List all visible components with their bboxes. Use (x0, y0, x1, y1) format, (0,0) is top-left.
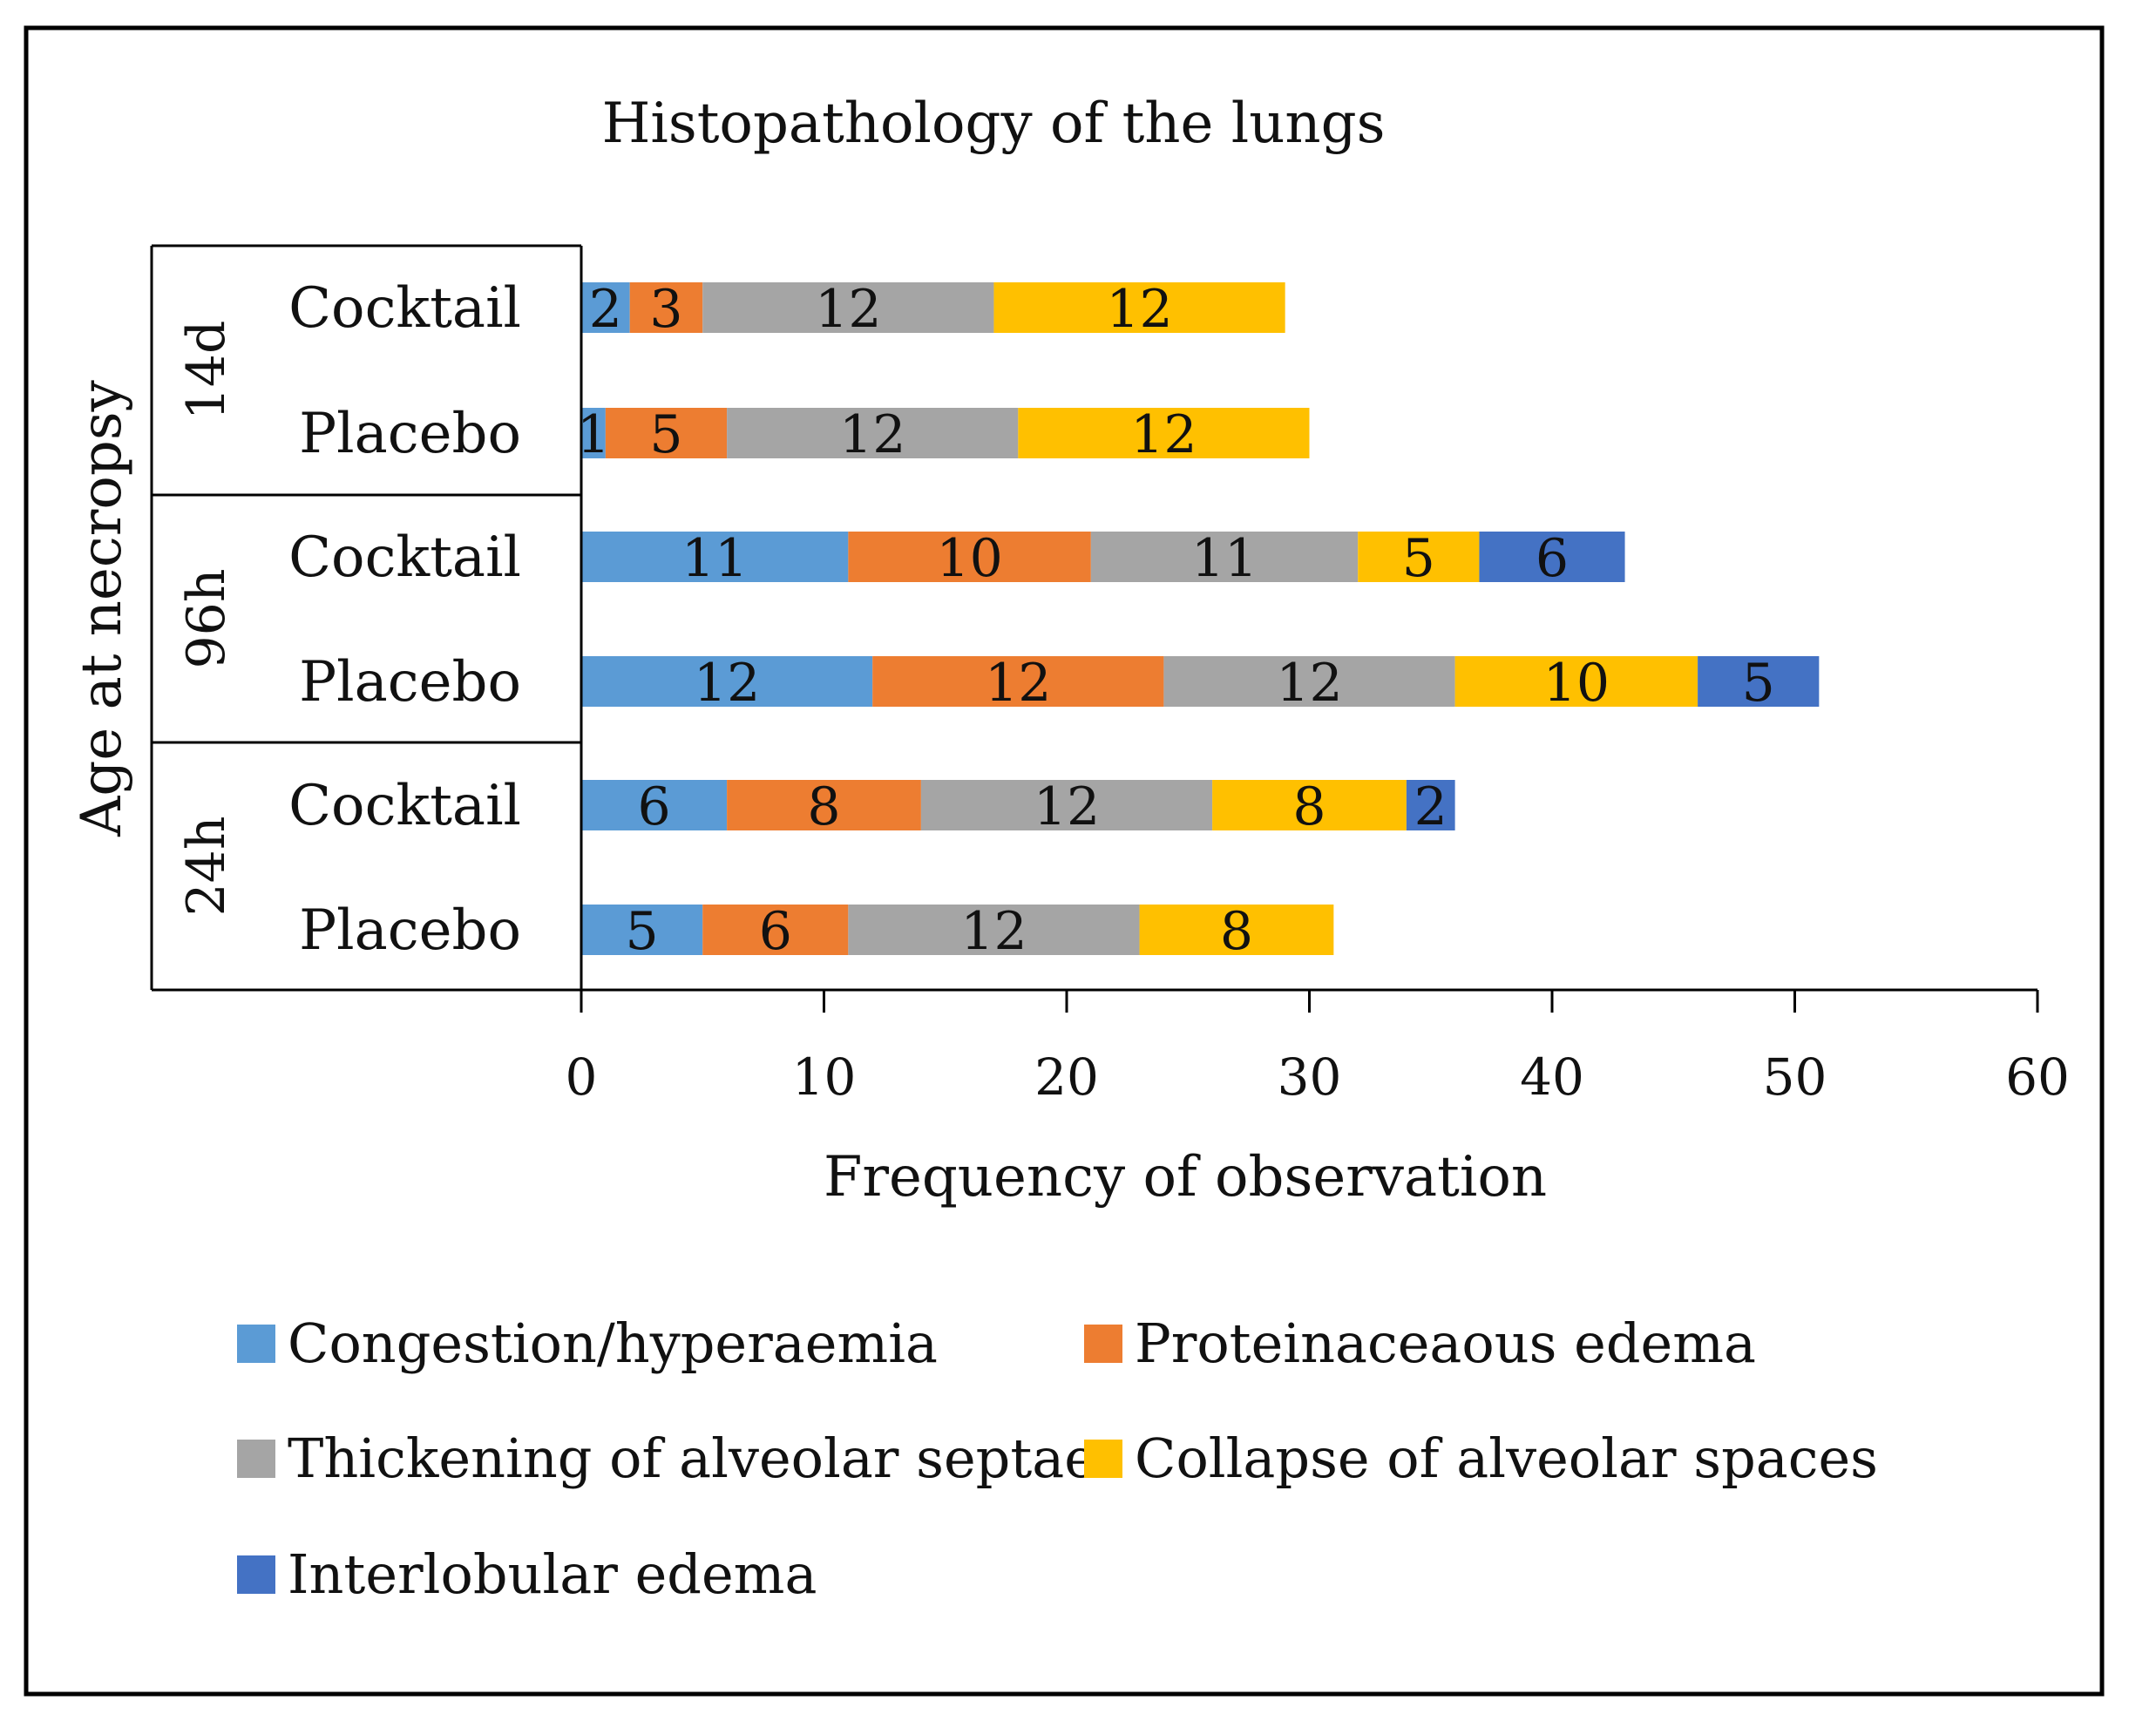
data-label: 10 (1543, 653, 1610, 714)
data-label: 12 (839, 404, 905, 465)
data-label: 12 (1130, 404, 1197, 465)
bar-segment (581, 656, 873, 707)
legend-swatch (237, 1440, 275, 1478)
group-label: 96h (176, 569, 237, 669)
bar-segment (629, 282, 703, 333)
row-label: Cocktail (288, 276, 521, 341)
data-label: 5 (1742, 653, 1775, 714)
bar-segment (581, 905, 703, 955)
data-label: 6 (1536, 528, 1569, 589)
row-label: Cocktail (288, 774, 521, 838)
x-tick-label: 50 (1763, 1047, 1827, 1107)
legend-label: Congestion/hyperaemia (288, 1311, 938, 1375)
bar-segment (1358, 532, 1480, 582)
category-axis: 14d Cocktail Placebo 96h Cocktail Placebo 24h C… (150, 244, 583, 990)
x-axis-label: Frequency of observation (824, 1145, 1547, 1210)
legend-swatch (1084, 1440, 1122, 1478)
data-label: 12 (815, 279, 881, 340)
row-label: Placebo (299, 650, 521, 715)
bar-segment (1406, 780, 1455, 830)
bar-segment (581, 408, 606, 458)
bar-segment (1018, 408, 1310, 458)
data-label: 12 (1034, 776, 1100, 837)
legend-swatch (237, 1555, 275, 1594)
x-tick-label: 30 (1278, 1047, 1342, 1107)
bar-segment (702, 282, 994, 333)
data-label: 5 (1402, 528, 1435, 589)
data-label: 12 (985, 653, 1051, 714)
bar-segment (1090, 532, 1359, 582)
bar-segment (1479, 532, 1625, 582)
legend-label: Proteinaceaous edema (1135, 1311, 1756, 1375)
x-tick-label: 10 (792, 1047, 857, 1107)
bar-segment (920, 780, 1213, 830)
legend: Congestion/hyperaemia Proteinaceaous edem… (237, 1311, 1878, 1606)
data-label: 12 (1106, 279, 1172, 340)
bar-segment (581, 282, 630, 333)
legend-label: Interlobular edema (288, 1542, 817, 1606)
group-label: 24h (176, 817, 237, 917)
legend-label: Collapse of alveolar spaces (1135, 1426, 1878, 1490)
value-axis: 0 10 20 30 40 50 60 (152, 988, 2070, 1107)
bar-segment (727, 408, 1019, 458)
data-label: 11 (681, 528, 748, 589)
data-label: 2 (1414, 776, 1448, 837)
row-label: Cocktail (288, 525, 521, 590)
bar-segment (848, 905, 1140, 955)
data-label: 12 (694, 653, 760, 714)
row-label: Placebo (299, 402, 521, 466)
bar-segment (727, 780, 921, 830)
bar-segment (1163, 656, 1455, 707)
row-label: Placebo (299, 898, 521, 963)
data-label: 8 (1292, 776, 1325, 837)
chart-title: Histopathology of the lungs (602, 91, 1386, 156)
data-label: 3 (649, 279, 682, 340)
bar-segment (1139, 905, 1334, 955)
data-label: 11 (1191, 528, 1258, 589)
bar-segment (1212, 780, 1407, 830)
data-label: 6 (759, 901, 792, 962)
bar-segment (872, 656, 1164, 707)
data-label: 5 (626, 901, 659, 962)
data-label: 12 (960, 901, 1027, 962)
bar-segment (605, 408, 728, 458)
bar-segment (581, 532, 849, 582)
data-label: 8 (1220, 901, 1253, 962)
bar-segment (1698, 656, 1820, 707)
bar-segment (993, 282, 1285, 333)
data-label: 5 (649, 404, 682, 465)
bar-segment (581, 780, 728, 830)
data-label: 8 (807, 776, 840, 837)
data-label: 2 (589, 279, 622, 340)
x-tick-label: 60 (2005, 1047, 2070, 1107)
data-label: 6 (637, 776, 670, 837)
legend-swatch (237, 1325, 275, 1363)
data-label: 12 (1276, 653, 1342, 714)
bar-segment (702, 905, 849, 955)
x-tick-label: 0 (566, 1047, 598, 1107)
legend-swatch (1084, 1325, 1122, 1363)
bar-segment (848, 532, 1091, 582)
data-label: 10 (936, 528, 1002, 589)
y-axis-label: Age at necropsy (70, 380, 134, 837)
x-tick-label: 40 (1520, 1047, 1584, 1107)
group-label: 14d (176, 321, 237, 421)
bar-segment (1454, 656, 1698, 707)
legend-label: Thickening of alveolar septae (288, 1426, 1096, 1490)
x-tick-label: 20 (1034, 1047, 1099, 1107)
